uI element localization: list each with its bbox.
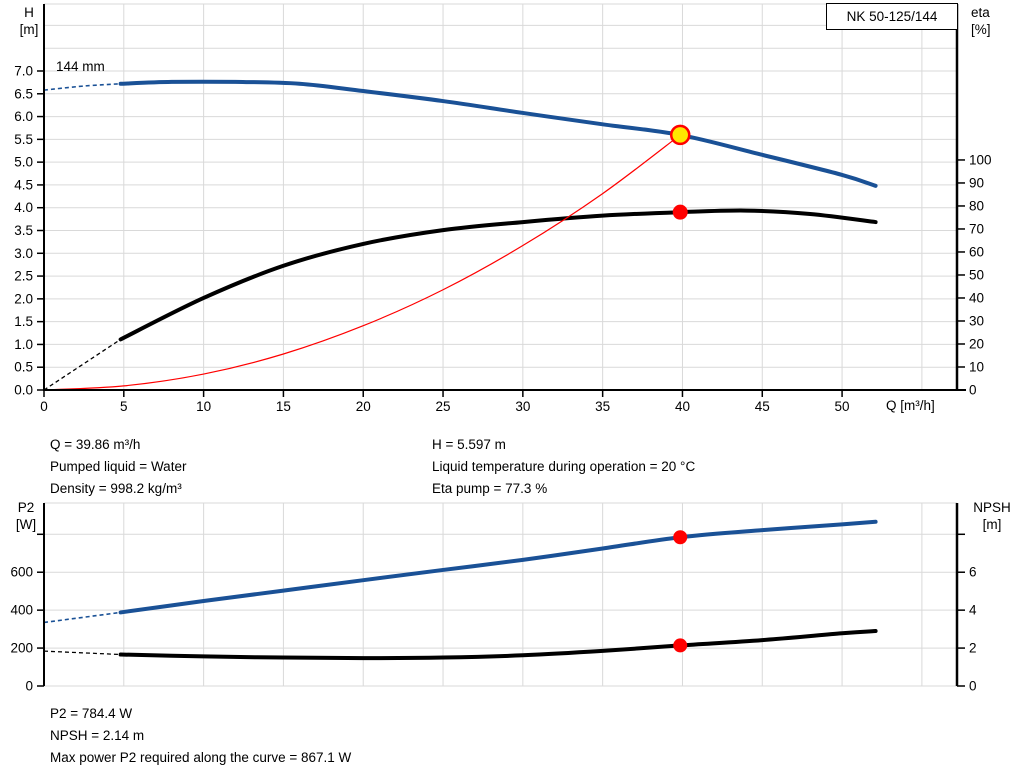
tick-label: 10 xyxy=(969,359,984,374)
h-axis-label-line2: [m] xyxy=(19,22,39,37)
impeller-diameter-label: 144 mm xyxy=(56,59,105,74)
gridlines xyxy=(44,503,957,686)
eta-axis-label-line2: [%] xyxy=(971,22,991,37)
tick-label: 2.5 xyxy=(14,269,33,284)
p2-npsh-chart: 0 200 400 600 0 2 4 6 xyxy=(10,502,977,694)
tick-label: 5 xyxy=(120,399,128,414)
tick-label: 1.0 xyxy=(14,337,33,352)
tick-label: 4 xyxy=(969,603,977,618)
head-curve xyxy=(118,79,878,188)
eta-axis-label-line1: eta xyxy=(971,5,990,20)
tick-label: 90 xyxy=(969,175,984,190)
duty-info-column-right: H = 5.597 m Liquid temperature during op… xyxy=(432,434,695,500)
power-info-block: P2 = 784.4 W NPSH = 2.14 m Max power P2 … xyxy=(50,703,351,769)
eta-pump-text: Eta pump = 77.3 % xyxy=(432,481,548,496)
tick-label: 0 xyxy=(969,679,977,694)
tick-label: 2 xyxy=(969,641,977,656)
duty-point-p2 xyxy=(673,530,688,545)
p2-curve-dashed xyxy=(43,611,121,624)
tick-label: 3.5 xyxy=(14,223,33,238)
p2-value-text: P2 = 784.4 W xyxy=(50,706,133,721)
tick-label: 20 xyxy=(969,336,984,351)
liquid-temperature-text: Liquid temperature during operation = 20… xyxy=(432,459,696,474)
duty-point-head xyxy=(669,124,691,146)
tick-label: 15 xyxy=(276,399,291,414)
h-axis-label-line1: H xyxy=(24,5,34,20)
pump-model-badge: NK 50-125/144 xyxy=(826,3,958,30)
tick-label: 50 xyxy=(835,399,850,414)
tick-label: 4.5 xyxy=(14,177,33,192)
tick-label: 400 xyxy=(10,603,33,618)
q-axis-label: Q [m³/h] xyxy=(886,398,935,413)
tick-label: 200 xyxy=(10,641,33,656)
duty-point-eta xyxy=(672,204,688,220)
pumped-liquid-text: Pumped liquid = Water xyxy=(50,459,187,474)
tick-label: 0.5 xyxy=(14,360,33,375)
duty-flow-text: Q = 39.86 m³/h xyxy=(50,437,141,452)
tick-label: 60 xyxy=(969,244,984,259)
p2-axis-label: P2 [W] xyxy=(8,499,44,533)
tick-label: 70 xyxy=(969,221,984,236)
axes xyxy=(37,4,966,397)
tick-label: 45 xyxy=(755,399,770,414)
tick-label: 35 xyxy=(595,399,610,414)
p2-axis-label-line1: P2 xyxy=(17,500,35,515)
tick-label: 5.0 xyxy=(14,155,33,170)
h-axis-label: H [m] xyxy=(12,4,46,38)
tick-label: 0.0 xyxy=(14,383,33,398)
tick-label: 40 xyxy=(675,399,690,414)
efficiency-curve xyxy=(118,208,878,342)
qh-eta-chart: 0.0 0.5 1.0 1.5 2.0 2.5 3.0 3.5 4.0 4.5 5.0 5.5 6.0 6… xyxy=(14,3,992,414)
tick-label: 0 xyxy=(25,679,33,694)
axes xyxy=(37,503,965,687)
npsh-axis-label-line1: NPSH xyxy=(973,500,1011,515)
tick-label: 6.5 xyxy=(14,86,33,101)
tick-label: 7.0 xyxy=(14,63,33,78)
tick-label: 6 xyxy=(969,565,977,580)
npsh-axis-label: NPSH [m] xyxy=(964,499,1020,533)
tick-label: 2.0 xyxy=(14,291,33,306)
tick-label: 5.5 xyxy=(14,132,33,147)
tick-label: 0 xyxy=(40,399,48,414)
tick-label: 1.5 xyxy=(14,314,33,329)
gridlines xyxy=(44,4,957,390)
head-curve-dashed xyxy=(43,82,121,91)
tick-label: 100 xyxy=(969,152,992,167)
tick-label: 6.0 xyxy=(14,109,33,124)
npsh-value-text: NPSH = 2.14 m xyxy=(50,728,145,743)
tick-label: 50 xyxy=(969,267,984,282)
p2-axis-label-line2: [W] xyxy=(15,517,37,532)
tick-label: 0 xyxy=(969,383,977,398)
max-power-text: Max power P2 required along the curve = … xyxy=(50,750,352,765)
duty-info-column-left: Q = 39.86 m³/h Pumped liquid = Water Den… xyxy=(50,434,186,500)
density-text: Density = 998.2 kg/m³ xyxy=(50,481,182,496)
tick-label: 600 xyxy=(10,565,33,580)
tick-label: 3.0 xyxy=(14,246,33,261)
npsh-curve-dashed xyxy=(43,650,121,656)
tick-label: 80 xyxy=(969,198,984,213)
npsh-axis-label-line2: [m] xyxy=(982,517,1002,532)
tick-label: 20 xyxy=(356,399,371,414)
tick-label: 30 xyxy=(969,313,984,328)
tick-label: 25 xyxy=(436,399,451,414)
eta-axis-label: eta [%] xyxy=(971,4,1015,38)
duty-head-text: H = 5.597 m xyxy=(432,437,506,452)
system-curve xyxy=(43,134,681,391)
npsh-curve xyxy=(118,629,878,661)
efficiency-curve-dashed xyxy=(43,338,121,391)
duty-point-npsh xyxy=(673,638,688,653)
tick-label: 40 xyxy=(969,290,984,305)
tick-label: 10 xyxy=(196,399,211,414)
p2-curve xyxy=(118,519,878,615)
tick-label: 4.0 xyxy=(14,200,33,215)
tick-label: 30 xyxy=(515,399,530,414)
